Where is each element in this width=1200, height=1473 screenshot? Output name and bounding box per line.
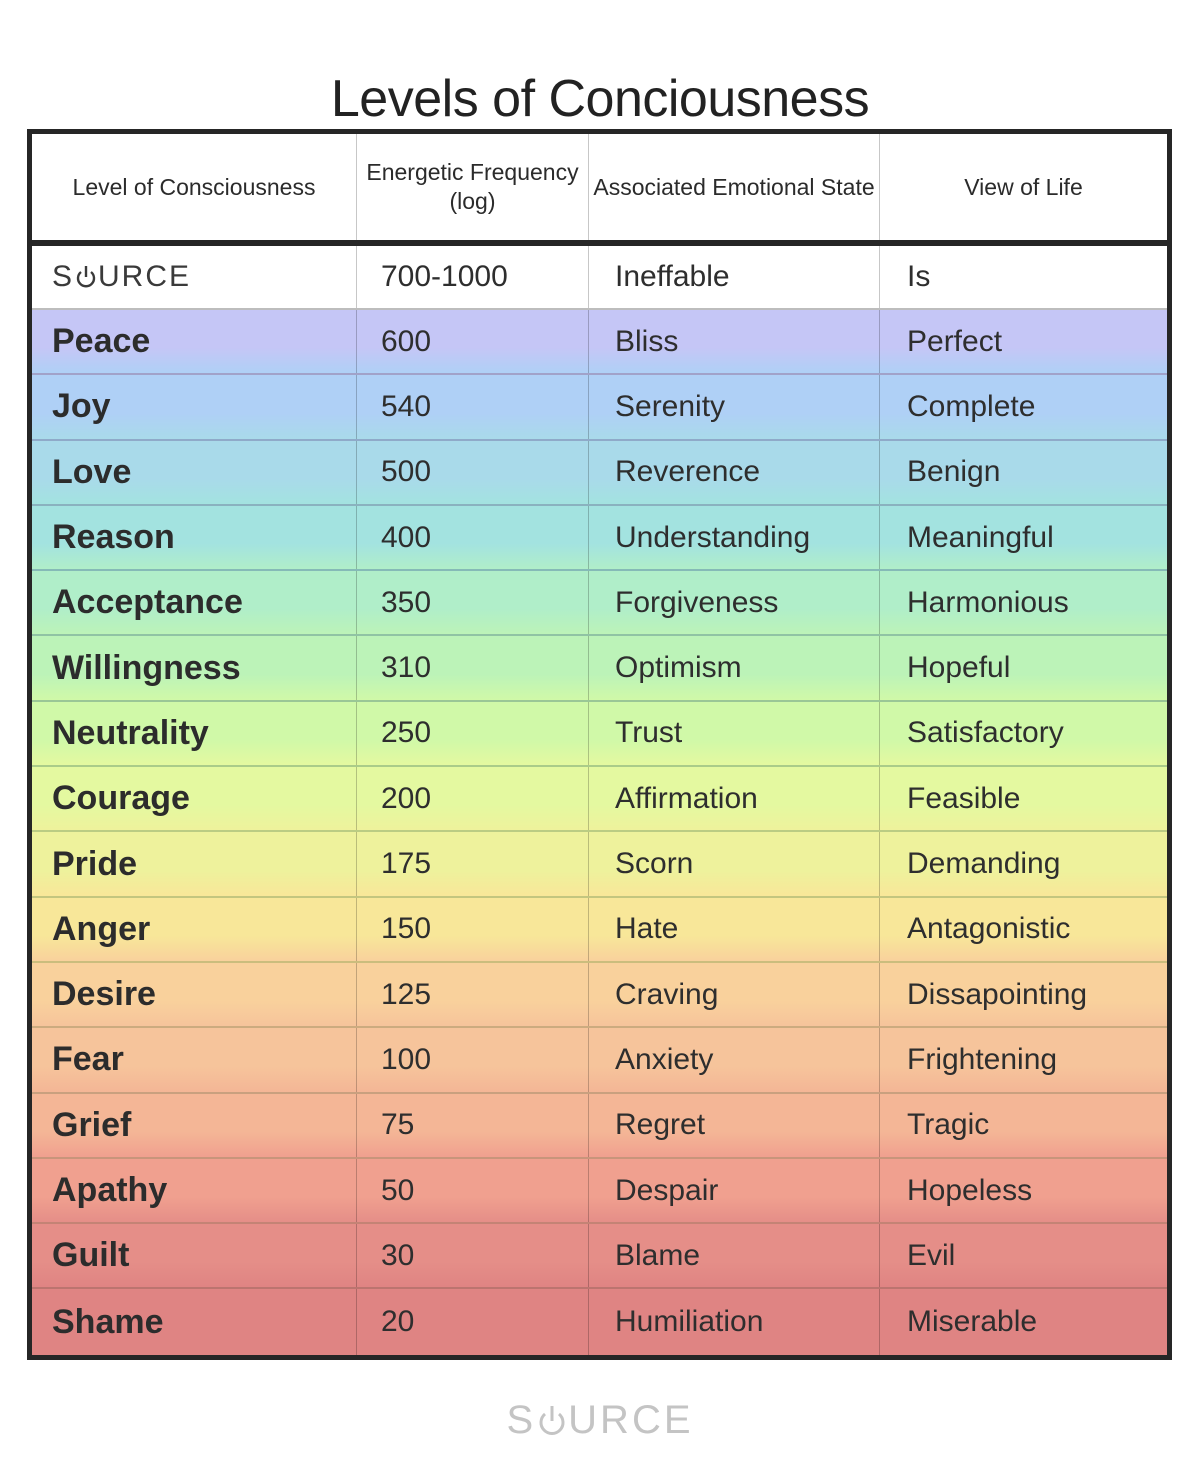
level-cell: Peace [32,310,357,374]
view-cell: Feasible [907,781,1021,815]
level-cell: Neutrality [32,701,357,766]
level-cell: Love [32,440,357,504]
emotion-cell: Forgiveness [589,571,880,635]
view-cell: Complete [907,389,1036,423]
frequency-cell: 310 [357,636,589,700]
source-row: S URCE 700-1000 Ineffable Is [32,246,1167,310]
table-row: Acceptance 350 Forgiveness Harmonious [32,571,1167,637]
frequency-cell: 200 [357,767,589,831]
header-frequency: Energetic Frequency (log) [357,134,589,240]
emotion-cell: Anxiety [589,1028,880,1092]
view-cell: Hopeless [907,1173,1033,1207]
emotion-cell: Bliss [589,310,880,374]
emotion-cell: Hate [589,897,880,961]
view-cell: Evil [907,1238,956,1272]
view-cell: Harmonious [907,585,1069,619]
level-cell: Desire [32,962,357,1027]
frequency-cell: 75 [357,1093,589,1157]
view-cell: Hopeful [907,651,1011,685]
source-frequency: 700-1000 [357,246,589,308]
consciousness-table: Level of Consciousness Energetic Frequen… [27,129,1172,1360]
frequency-cell: 600 [357,310,589,374]
source-logo: S URCE [506,1398,694,1442]
table-row: Grief 75 Regret Tragic [32,1093,1167,1159]
header-emotion: Associated Emotional State [589,134,880,240]
table-row: Anger 150 Hate Antagonistic [32,897,1167,963]
table-header-row: Level of Consciousness Energetic Frequen… [32,134,1167,246]
level-cell: Guilt [32,1224,357,1288]
table-row: Apathy 50 Despair Hopeless [32,1158,1167,1225]
table-row: Joy 540 Serenity Complete [32,375,1167,441]
view-cell: Tragic [907,1108,990,1142]
table-row: Neutrality 250 Trust Satisfactory [32,701,1167,768]
emotion-cell: Optimism [589,636,880,700]
table-row: Pride 175 Scorn Demanding [32,832,1167,898]
emotion-cell: Reverence [589,440,880,504]
table-row: Desire 125 Craving Dissapointing [32,962,1167,1029]
frequency-cell: 50 [357,1158,589,1223]
header-level: Level of Consciousness [32,134,357,240]
frequency-cell: 250 [357,701,589,766]
source-logo: S URCE [52,260,192,293]
view-cell: Perfect [907,324,1003,358]
table-row: Willingness 310 Optimism Hopeful [32,636,1167,702]
view-cell: Dissapointing [907,977,1088,1011]
table-body: Peace 600 Bliss Perfect Joy 540 Serenity Comple… [32,310,1167,1355]
frequency-cell: 540 [357,375,589,439]
frequency-cell: 350 [357,571,589,635]
view-cell: Satisfactory [907,716,1064,750]
level-cell: Fear [32,1028,357,1092]
table-row: Love 500 Reverence Benign [32,440,1167,506]
frequency-cell: 125 [357,962,589,1027]
source-emotion: Ineffable [589,246,880,308]
source-view: Is [907,260,931,293]
level-cell: Shame [32,1289,357,1355]
level-cell: Grief [32,1093,357,1157]
level-cell: Willingness [32,636,357,700]
level-cell: Pride [32,832,357,896]
view-cell: Antagonistic [907,912,1071,946]
table-row: Courage 200 Affirmation Feasible [32,767,1167,833]
power-icon [75,264,97,290]
frequency-cell: 500 [357,440,589,504]
table-row: Fear 100 Anxiety Frightening [32,1028,1167,1094]
level-cell: Anger [32,897,357,961]
view-cell: Benign [907,455,1001,489]
emotion-cell: Understanding [589,505,880,570]
emotion-cell: Blame [589,1224,880,1288]
power-icon [537,1403,567,1439]
view-cell: Miserable [907,1305,1038,1339]
level-cell: Courage [32,767,357,831]
frequency-cell: 100 [357,1028,589,1092]
footer-logo: S URCE [0,1398,1200,1443]
emotion-cell: Serenity [589,375,880,439]
emotion-cell: Trust [589,701,880,766]
table-row: Guilt 30 Blame Evil [32,1224,1167,1290]
level-cell: Joy [32,375,357,439]
header-view: View of Life [964,173,1083,200]
frequency-cell: 150 [357,897,589,961]
view-cell: Frightening [907,1042,1058,1076]
frequency-cell: 400 [357,505,589,570]
frequency-cell: 20 [357,1289,589,1355]
table-row: Shame 20 Humiliation Miserable [32,1289,1167,1355]
emotion-cell: Affirmation [589,767,880,831]
frequency-cell: 30 [357,1224,589,1288]
level-cell: Reason [32,505,357,570]
level-cell: Acceptance [32,571,357,635]
table-row: Peace 600 Bliss Perfect [32,310,1167,376]
emotion-cell: Craving [589,962,880,1027]
emotion-cell: Scorn [589,832,880,896]
source-level-cell: S URCE [32,246,357,308]
view-cell: Demanding [907,847,1061,881]
level-cell: Apathy [32,1158,357,1223]
emotion-cell: Regret [589,1093,880,1157]
page-title: Levels of Conciousness [330,69,870,128]
emotion-cell: Humiliation [589,1289,880,1355]
frequency-cell: 175 [357,832,589,896]
table-row: Reason 400 Understanding Meaningful [32,505,1167,572]
emotion-cell: Despair [589,1158,880,1223]
view-cell: Meaningful [907,520,1054,554]
